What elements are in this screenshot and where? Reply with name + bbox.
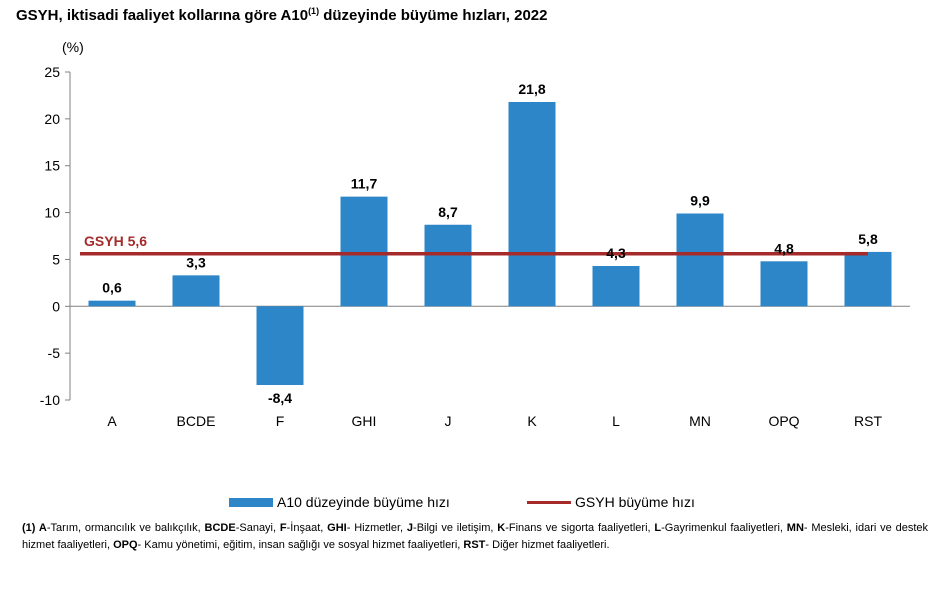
bar-bcde bbox=[172, 275, 220, 307]
footnote-description: -Sanayi, bbox=[235, 522, 280, 534]
bar-mn bbox=[676, 213, 724, 307]
x-tick-label: OPQ bbox=[768, 413, 799, 429]
footnote-description: - Mesleki, idari ve destek hizmet faaliy… bbox=[22, 522, 929, 551]
y-tick-label: 25 bbox=[44, 64, 60, 80]
legend: A10 düzeyinde büyüme hızı GSYH büyüme hı… bbox=[0, 494, 951, 514]
bar-f bbox=[256, 306, 304, 386]
bar-opq bbox=[760, 261, 808, 307]
legend-bar-label: A10 düzeyinde büyüme hızı bbox=[277, 494, 450, 510]
footnote-code: F bbox=[279, 522, 287, 534]
bar-value-label: 0,6 bbox=[102, 280, 122, 296]
bar-k bbox=[508, 101, 556, 307]
footnote-description: - Hizmetler, bbox=[346, 522, 407, 534]
bar-value-label: 5,8 bbox=[858, 231, 878, 247]
gsyh-line-label: GSYH 5,6 bbox=[84, 233, 147, 249]
y-tick-label: 15 bbox=[44, 158, 60, 174]
bar-j bbox=[424, 224, 472, 307]
footnote-description: -Finans ve sigorta faaliyetleri, bbox=[505, 522, 655, 534]
x-tick-label: L bbox=[612, 413, 620, 429]
footnote-code: RST bbox=[463, 539, 486, 551]
bar-value-label: 3,3 bbox=[186, 254, 206, 270]
footnote-description: - Kamu yönetimi, eğitim, insan sağlığı v… bbox=[137, 539, 464, 551]
footnote-description: -İnşaat, bbox=[286, 522, 328, 534]
y-tick-label: -10 bbox=[40, 392, 60, 408]
legend-line-swatch bbox=[527, 500, 571, 504]
chart-title: GSYH, iktisadi faaliyet kollarına göre A… bbox=[16, 6, 548, 24]
footnote-description: -Gayrimenkul faaliyetleri, bbox=[661, 522, 787, 534]
footnote-code: MN bbox=[786, 522, 804, 534]
x-tick-label: RST bbox=[854, 413, 882, 429]
y-tick-label: 20 bbox=[44, 111, 60, 127]
bar-rst bbox=[844, 251, 892, 307]
x-tick-label: A bbox=[107, 413, 117, 429]
footnote-code: (1) A bbox=[22, 522, 47, 534]
footnote-description: -Tarım, ormancılık ve balıkçılık, bbox=[46, 522, 205, 534]
y-tick-label: 5 bbox=[52, 251, 60, 267]
x-tick-label: GHI bbox=[352, 413, 377, 429]
y-tick-label: 0 bbox=[52, 298, 60, 314]
legend-item-bar: A10 düzeyinde büyüme hızı bbox=[229, 494, 450, 510]
footnote-code: OPQ bbox=[113, 539, 138, 551]
footnote-code: BCDE bbox=[204, 522, 236, 534]
bar-value-label: 8,7 bbox=[438, 204, 458, 220]
bar-ghi bbox=[340, 196, 388, 307]
footnote-description: -Bilgi ve iletişim, bbox=[413, 522, 498, 534]
y-axis-unit-label: (%) bbox=[62, 39, 84, 55]
footnote-code: J bbox=[406, 522, 414, 534]
x-tick-label: MN bbox=[689, 413, 711, 429]
bar-value-label: 4,8 bbox=[774, 240, 794, 256]
x-tick-label: J bbox=[445, 413, 452, 429]
bar-value-label: -8,4 bbox=[268, 390, 292, 406]
footnote-code: K bbox=[497, 522, 506, 534]
legend-line-label: GSYH büyüme hızı bbox=[575, 494, 695, 510]
footnote-description: - Diğer hizmet faaliyetleri. bbox=[485, 539, 610, 551]
bar-chart: (%) -10 -5 0 5 10 15 20 25 GSYH 5,6 0,6 3,3 -8,4 11… bbox=[40, 39, 910, 429]
x-tick-label: F bbox=[276, 413, 285, 429]
bar-value-label: 11,7 bbox=[351, 176, 378, 192]
y-tick-label: -5 bbox=[48, 345, 61, 361]
bar-l bbox=[592, 265, 640, 307]
bar-a bbox=[88, 300, 136, 307]
x-tick-label: BCDE bbox=[177, 413, 216, 429]
footnote-code: L bbox=[654, 522, 662, 534]
bar-value-label: 21,8 bbox=[518, 81, 545, 97]
footnote: (1) A-Tarım, ormancılık ve balıkçılık, B… bbox=[22, 520, 928, 554]
legend-bar-swatch bbox=[229, 497, 273, 507]
footnote-code: GHI bbox=[327, 522, 347, 534]
legend-item-line: GSYH büyüme hızı bbox=[527, 494, 695, 510]
bar-value-label: 9,9 bbox=[690, 193, 710, 209]
y-tick-label: 10 bbox=[44, 205, 60, 221]
bar-value-label: 4,3 bbox=[606, 245, 626, 261]
x-tick-label: K bbox=[527, 413, 537, 429]
